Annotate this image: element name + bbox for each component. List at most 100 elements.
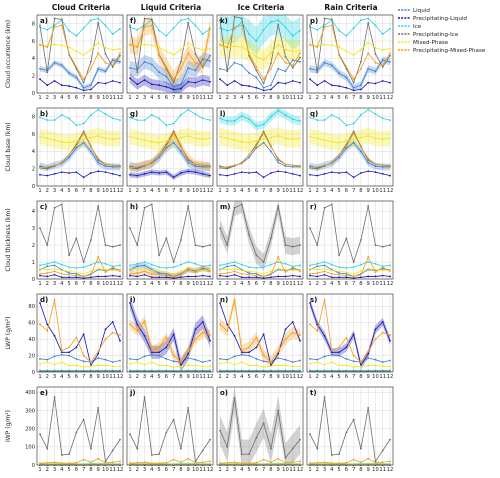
x-tick-label: 9 bbox=[97, 467, 100, 473]
data-point bbox=[284, 328, 287, 331]
data-point bbox=[299, 120, 301, 122]
data-point bbox=[255, 145, 258, 148]
data-point bbox=[233, 267, 236, 270]
x-tick-label: 11 bbox=[289, 281, 296, 287]
data-point bbox=[233, 164, 236, 167]
series-line-ice bbox=[39, 261, 121, 269]
data-point bbox=[367, 161, 370, 164]
data-point bbox=[180, 461, 182, 464]
data-point bbox=[90, 365, 92, 368]
data-point bbox=[248, 141, 250, 144]
data-point bbox=[338, 462, 340, 465]
x-tick-label: 5 bbox=[157, 281, 160, 287]
data-point bbox=[172, 418, 175, 421]
panel-label: h) bbox=[130, 203, 138, 211]
data-point bbox=[82, 138, 85, 141]
data-point bbox=[68, 53, 70, 55]
data-point bbox=[262, 141, 265, 144]
data-point bbox=[291, 50, 294, 53]
data-point bbox=[233, 273, 236, 276]
data-point bbox=[75, 76, 78, 79]
x-tick-label: 9 bbox=[97, 281, 100, 287]
data-point bbox=[129, 264, 131, 267]
data-point bbox=[209, 334, 211, 336]
y-tick-label: 4 bbox=[32, 149, 36, 155]
x-tick-label: 3 bbox=[323, 467, 326, 473]
data-point bbox=[46, 71, 49, 74]
x-tick-label: 3 bbox=[233, 281, 236, 287]
x-tick-label: 5 bbox=[157, 188, 160, 194]
x-tick-label: 6 bbox=[345, 95, 348, 101]
legend-item-mixed-phase: Mixed-Phase bbox=[398, 40, 449, 46]
data-point bbox=[262, 78, 265, 81]
data-point bbox=[345, 267, 348, 269]
data-point bbox=[255, 267, 258, 269]
data-point bbox=[136, 265, 139, 268]
x-tick-label: 4 bbox=[330, 281, 334, 287]
data-point bbox=[291, 64, 294, 67]
data-point bbox=[226, 445, 229, 448]
data-point bbox=[219, 357, 221, 360]
data-point bbox=[374, 82, 377, 85]
data-point bbox=[323, 264, 326, 267]
data-point bbox=[299, 275, 301, 278]
data-point bbox=[248, 118, 250, 121]
panel-label: a) bbox=[40, 17, 48, 25]
data-point bbox=[262, 422, 265, 425]
data-point bbox=[240, 46, 243, 48]
data-point bbox=[104, 163, 107, 166]
data-point bbox=[136, 71, 139, 74]
x-tick-label: 5 bbox=[157, 374, 160, 380]
data-point bbox=[291, 267, 294, 270]
data-point bbox=[180, 447, 182, 450]
data-point bbox=[345, 237, 348, 240]
data-point bbox=[226, 323, 229, 326]
data-point bbox=[277, 205, 280, 207]
x-tick-label: 9 bbox=[187, 188, 190, 194]
data-point bbox=[345, 431, 348, 434]
data-point bbox=[381, 461, 384, 464]
data-point bbox=[352, 273, 355, 275]
x-tick-label: 4 bbox=[60, 95, 64, 101]
data-point bbox=[143, 334, 146, 337]
data-point bbox=[367, 134, 370, 137]
data-point bbox=[360, 60, 362, 63]
x-tick-label: 3 bbox=[233, 374, 236, 380]
data-point bbox=[119, 47, 121, 50]
data-point bbox=[104, 82, 107, 85]
data-point bbox=[219, 173, 221, 176]
data-point bbox=[82, 81, 85, 84]
data-point bbox=[53, 363, 56, 366]
data-point bbox=[291, 274, 294, 277]
data-point bbox=[226, 361, 229, 364]
x-tick-label: 1 bbox=[128, 95, 131, 101]
data-point bbox=[129, 77, 131, 80]
panel-frame bbox=[36, 293, 124, 373]
series-line-precipitating-liquid bbox=[129, 274, 211, 279]
data-point bbox=[330, 84, 333, 87]
data-point bbox=[46, 370, 49, 373]
data-point bbox=[255, 357, 258, 360]
data-point bbox=[284, 163, 287, 166]
data-point bbox=[104, 113, 107, 115]
data-point bbox=[233, 334, 236, 337]
data-point bbox=[209, 339, 211, 342]
x-tick-label: 12 bbox=[297, 188, 304, 194]
data-point bbox=[284, 370, 287, 373]
data-point bbox=[172, 81, 175, 84]
x-tick-label: 1 bbox=[308, 281, 311, 287]
data-point bbox=[201, 449, 204, 452]
data-point bbox=[248, 351, 250, 354]
data-point bbox=[75, 66, 78, 68]
data-point bbox=[270, 21, 272, 23]
data-point bbox=[262, 366, 265, 368]
x-tick-label: 7 bbox=[82, 188, 85, 194]
data-point bbox=[111, 269, 114, 272]
panel-label: l) bbox=[220, 110, 226, 118]
data-point bbox=[60, 140, 63, 143]
x-tick-label: 1 bbox=[38, 467, 41, 473]
series-line-precipitating-ice bbox=[309, 203, 391, 264]
data-point bbox=[299, 60, 301, 63]
data-point bbox=[374, 460, 377, 463]
data-point bbox=[104, 338, 107, 341]
